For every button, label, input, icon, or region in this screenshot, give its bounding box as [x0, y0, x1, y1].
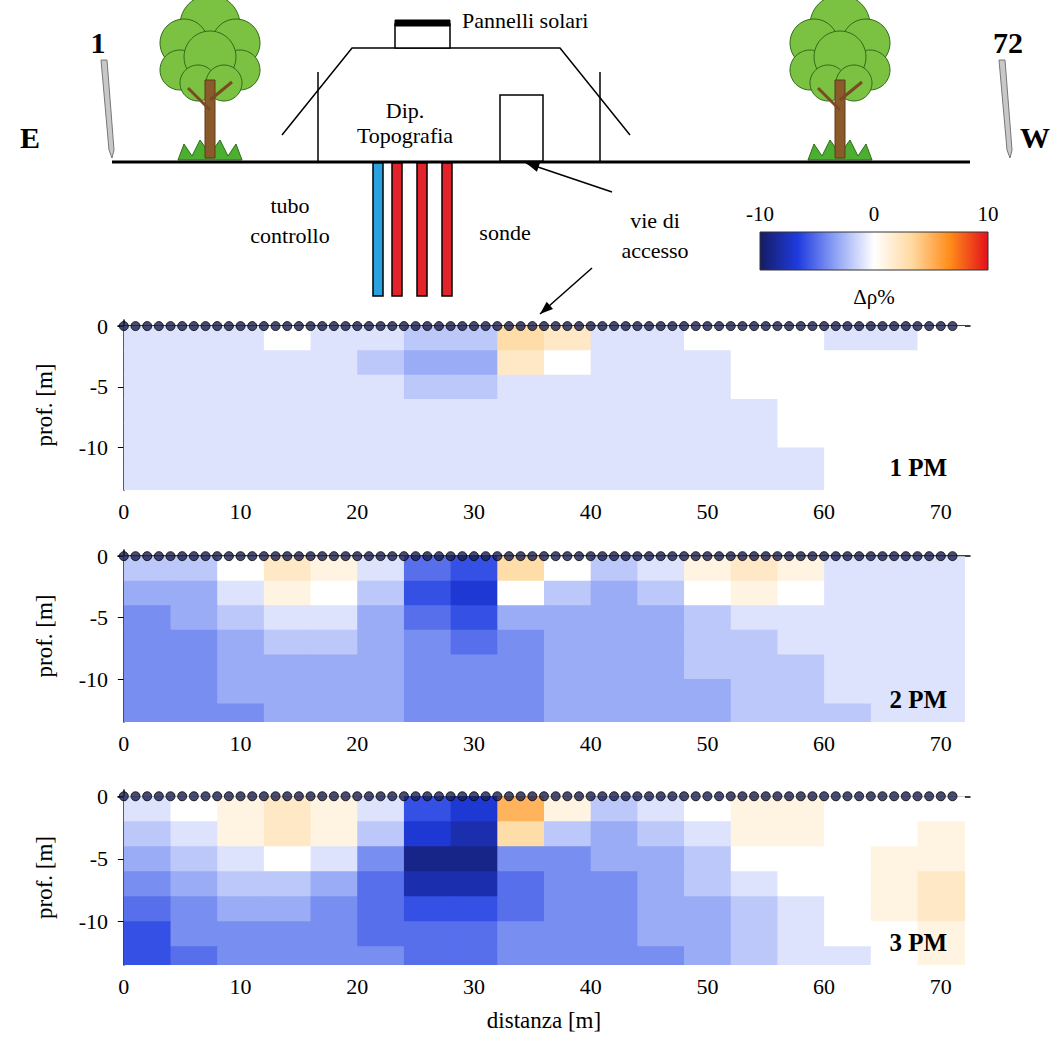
svg-text:1: 1: [91, 26, 106, 59]
svg-text:40: 40: [580, 499, 602, 524]
svg-text:-5: -5: [90, 605, 108, 630]
svg-text:-5: -5: [90, 374, 108, 399]
svg-text:72: 72: [993, 26, 1023, 59]
svg-text:60: 60: [813, 731, 835, 756]
svg-text:Pannelli solari: Pannelli solari: [462, 8, 588, 33]
svg-text:vie di: vie di: [630, 208, 680, 233]
svg-text:50: 50: [696, 731, 718, 756]
svg-text:E: E: [20, 121, 40, 154]
svg-text:3 PM: 3 PM: [889, 929, 947, 956]
svg-text:prof. [m]: prof. [m]: [32, 836, 57, 919]
svg-text:distanza [m]: distanza [m]: [487, 1008, 601, 1033]
svg-text:0: 0: [118, 974, 129, 999]
svg-text:10: 10: [230, 731, 252, 756]
svg-text:controllo: controllo: [250, 223, 329, 248]
svg-text:1 PM: 1 PM: [889, 454, 947, 481]
svg-text:10: 10: [230, 974, 252, 999]
svg-text:40: 40: [580, 974, 602, 999]
svg-text:70: 70: [930, 974, 952, 999]
svg-text:0: 0: [97, 544, 108, 569]
svg-text:-10: -10: [79, 909, 108, 934]
svg-text:2 PM: 2 PM: [889, 686, 947, 713]
svg-text:sonde: sonde: [479, 220, 530, 245]
svg-text:-10: -10: [79, 667, 108, 692]
svg-text:60: 60: [813, 974, 835, 999]
svg-text:30: 30: [463, 974, 485, 999]
svg-text:60: 60: [813, 499, 835, 524]
svg-text:-10: -10: [79, 435, 108, 460]
svg-text:70: 70: [930, 499, 952, 524]
svg-text:50: 50: [696, 499, 718, 524]
svg-text:10: 10: [230, 499, 252, 524]
svg-text:70: 70: [930, 731, 952, 756]
svg-text:30: 30: [463, 499, 485, 524]
svg-text:tubo: tubo: [270, 193, 309, 218]
svg-text:0: 0: [118, 731, 129, 756]
svg-text:Dip.: Dip.: [386, 98, 425, 123]
svg-text:20: 20: [346, 499, 368, 524]
svg-text:50: 50: [696, 974, 718, 999]
svg-text:-10: -10: [746, 202, 774, 226]
svg-text:20: 20: [346, 974, 368, 999]
svg-text:10: 10: [978, 202, 999, 226]
svg-text:accesso: accesso: [621, 238, 688, 263]
svg-text:20: 20: [346, 731, 368, 756]
svg-text:-5: -5: [90, 846, 108, 871]
svg-text:0: 0: [118, 499, 129, 524]
svg-text:prof. [m]: prof. [m]: [32, 594, 57, 677]
svg-text:0: 0: [97, 314, 108, 339]
svg-text:0: 0: [869, 202, 880, 226]
svg-text:30: 30: [463, 731, 485, 756]
svg-text:Δρ%: Δρ%: [853, 285, 894, 309]
svg-text:Topografia: Topografia: [357, 123, 453, 148]
svg-text:0: 0: [97, 784, 108, 809]
svg-text:prof. [m]: prof. [m]: [32, 363, 57, 446]
svg-text:W: W: [1020, 121, 1050, 154]
svg-text:40: 40: [580, 731, 602, 756]
